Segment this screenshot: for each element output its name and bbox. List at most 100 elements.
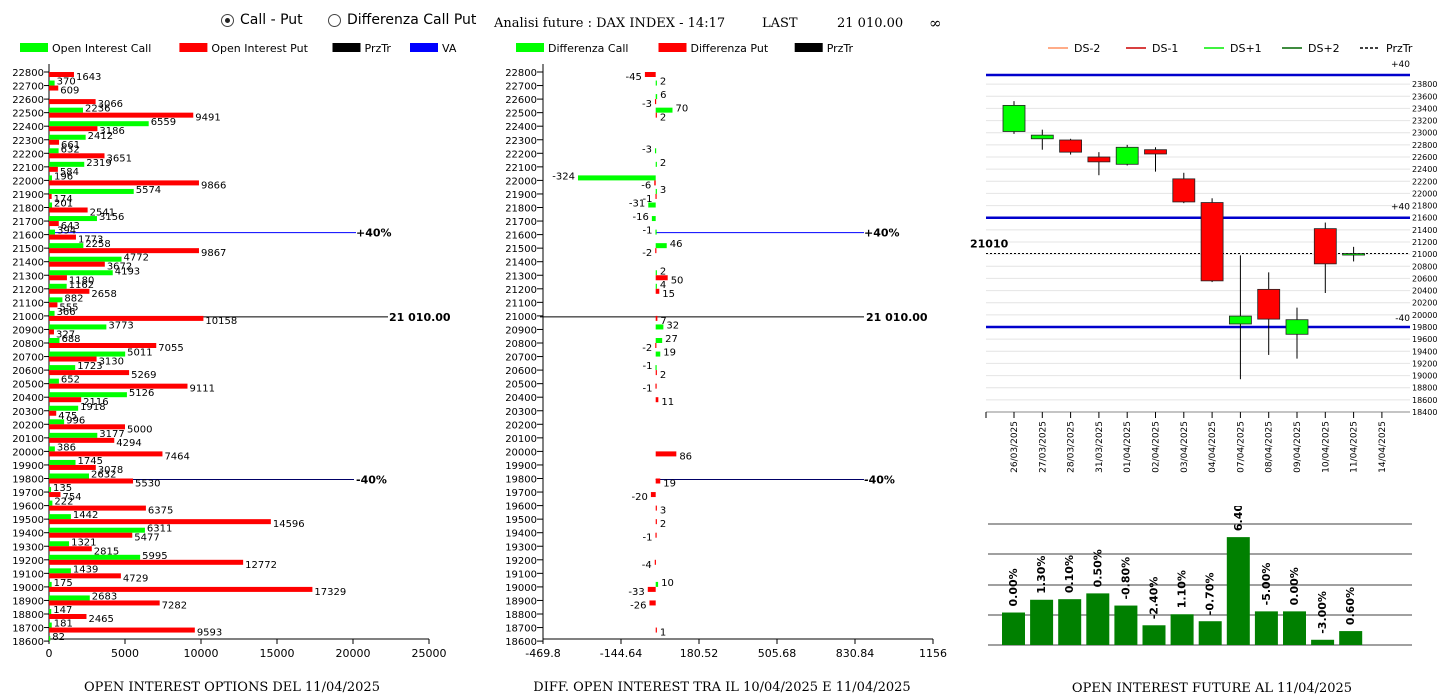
diff-put-bar [655, 627, 657, 633]
last-price-label: 21010 [970, 238, 1009, 251]
diff-value-label: 4 [660, 280, 666, 291]
put-bar [49, 139, 60, 145]
strike-label: 21400 [505, 258, 537, 269]
put-value-label: 14596 [273, 519, 305, 530]
y-tick-label: 19600 [1412, 335, 1437, 344]
radio-differenza[interactable]: Differenza Call Put [328, 12, 476, 28]
put-bar [49, 315, 204, 321]
call-value-label: 2412 [88, 131, 113, 142]
diff-value-label: 6 [660, 90, 666, 101]
call-bar [49, 243, 84, 249]
diff-call-bar [655, 324, 664, 330]
call-value-label: 2632 [91, 470, 116, 481]
call-bar [49, 324, 107, 330]
call-bar [49, 405, 79, 411]
radio-label: Call - Put [240, 12, 303, 28]
legend-swatch [794, 43, 823, 52]
strike-label: 20600 [505, 366, 537, 377]
put-value-label: 3672 [107, 262, 132, 273]
call-bar [49, 270, 113, 276]
diff-put-bar [655, 112, 657, 118]
diff-put-bar [649, 600, 656, 606]
strike-label: 22500 [505, 109, 537, 120]
call-value-label: 5126 [129, 388, 154, 399]
oi-future-label: -2.40% [1148, 577, 1161, 620]
call-value-label: 632 [61, 144, 80, 155]
strike-label: 22200 [505, 149, 537, 160]
diff-value-label: 19 [663, 348, 676, 359]
call-value-label: 6559 [151, 117, 176, 128]
put-value-label: 9491 [195, 113, 220, 124]
y-tick-label: 22400 [1412, 165, 1437, 174]
strike-label: 22000 [505, 176, 537, 187]
call-value-label: 1439 [73, 564, 98, 575]
legend-swatch [179, 43, 208, 52]
diff-call-bar [655, 581, 659, 587]
call-value-label: 3773 [108, 320, 133, 331]
legend-swatch [658, 43, 687, 52]
strike-label: 22000 [12, 176, 44, 187]
legend-swatch [20, 43, 48, 52]
put-bar [49, 234, 76, 240]
call-bar [49, 80, 55, 86]
strike-label: 22500 [12, 109, 44, 120]
call-bar [49, 202, 53, 208]
diff-put-bar [655, 343, 657, 348]
call-bar [49, 500, 53, 506]
x-tick-label: 1156 [919, 647, 947, 660]
strike-label: 21600 [505, 231, 537, 242]
call-bar [49, 148, 59, 154]
diff-put-bar [650, 492, 656, 498]
diff-call-bar [655, 351, 661, 357]
date-label: 10/04/2025 [1321, 421, 1331, 473]
call-value-label: 181 [54, 619, 73, 630]
oi-future-label: -5.00% [1260, 563, 1273, 606]
diff-put-bar [655, 193, 657, 199]
call-value-label: 147 [53, 605, 72, 616]
put-value-label: 1773 [78, 235, 103, 246]
diff-put-bar [654, 99, 657, 105]
strike-label: 22600 [505, 95, 537, 106]
legend-label: PrzTr [365, 42, 392, 55]
diff-value-label: -324 [552, 171, 575, 182]
x-tick-label: 180.52 [680, 647, 719, 660]
call-bar [49, 581, 52, 587]
date-label: 31/03/2025 [1095, 421, 1105, 473]
call-value-label: 4772 [124, 253, 149, 264]
diff-value-label: 86 [679, 451, 692, 462]
call-value-label: 5574 [136, 185, 161, 196]
radio-call-put[interactable]: Call - Put [221, 12, 303, 28]
call-value-label: 6311 [147, 524, 172, 535]
y-tick-label: 19000 [1412, 372, 1437, 381]
strike-label: 22700 [505, 82, 537, 93]
strike-label: 19900 [12, 461, 44, 472]
strike-label: 19700 [505, 488, 537, 499]
put-value-label: 2465 [88, 614, 113, 625]
minus40-label: -40% [356, 474, 387, 487]
x-tick-label: 0 [46, 647, 53, 660]
diff-value-label: -3 [642, 99, 652, 110]
put-bar [49, 519, 271, 525]
diff-value-label: -1 [642, 384, 652, 395]
strike-label: 19300 [505, 542, 537, 553]
y-tick-label: 22600 [1412, 153, 1437, 162]
diff-call-bar [655, 107, 673, 113]
diff-value-label: 7 [660, 316, 666, 327]
call-value-label: 1918 [80, 402, 105, 413]
call-value-label: 370 [57, 77, 76, 88]
strike-label: 19000 [12, 583, 44, 594]
put-bar [49, 424, 125, 430]
oi-future-bar [1198, 621, 1222, 645]
candle-down [1172, 178, 1196, 203]
x-tick-label: 15000 [260, 647, 295, 660]
strike-label: 20500 [12, 380, 44, 391]
put-bar [49, 546, 92, 552]
diff-value-label: 19 [663, 479, 676, 490]
call-value-label: 5995 [142, 551, 167, 562]
diff-put-bar [655, 370, 657, 376]
y-tick-label: 23400 [1412, 104, 1437, 113]
diff-value-label: 2 [660, 370, 666, 381]
put-value-label: 643 [61, 221, 80, 232]
put-bar [49, 193, 52, 199]
strike-label: 19400 [12, 529, 44, 540]
